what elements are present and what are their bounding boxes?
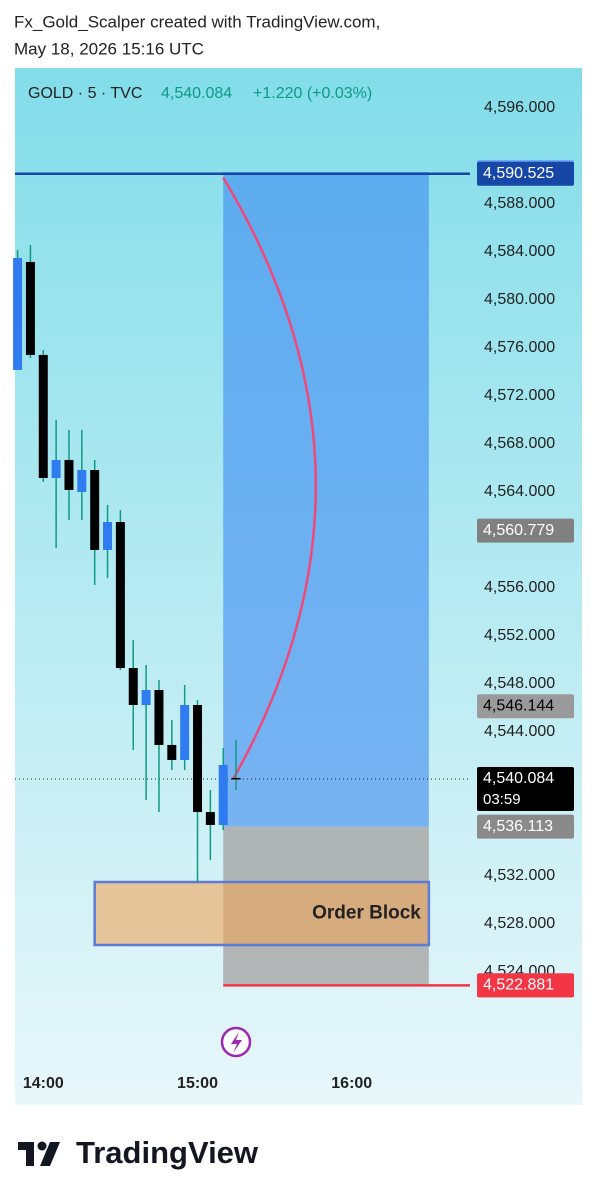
logo <box>18 1141 60 1166</box>
header-line: Fx_Gold_Scalper created with TradingView… <box>14 12 380 31</box>
x-tick-label: 16:00 <box>331 1075 372 1092</box>
y-tick-label: 4,556.000 <box>484 579 555 596</box>
arc-drawing <box>222 177 317 780</box>
candle-body <box>38 354 48 478</box>
candle-body <box>64 459 74 490</box>
candle-body <box>128 668 138 706</box>
price-label-box <box>477 814 574 839</box>
price-label: 4,560.779 <box>483 522 554 539</box>
brand: TradingView <box>76 1135 259 1170</box>
price-label: 4,536.113 <box>483 818 553 835</box>
y-tick-label: 4,568.000 <box>484 435 555 452</box>
candle-body <box>77 470 87 492</box>
y-tick-label: 4,596.000 <box>484 99 555 116</box>
last-price: 4,540.084 <box>161 85 232 102</box>
x-tick-label: 14:00 <box>23 1075 64 1092</box>
y-tick-label: 4,584.000 <box>484 243 555 260</box>
y-tick-label: 4,580.000 <box>484 291 555 308</box>
candle-body <box>13 257 23 370</box>
target-zone <box>223 172 429 827</box>
y-tick-label: 4,576.000 <box>484 339 555 356</box>
candle-body <box>103 521 113 550</box>
price-label-box <box>477 518 574 543</box>
event-bolt <box>231 1032 242 1053</box>
candle-body <box>141 690 151 706</box>
price-label: 4,540.084 <box>483 770 554 787</box>
candle-body <box>51 459 61 478</box>
header-line: May 18, 2026 15:16 UTC <box>14 39 204 58</box>
y-tick-label: 4,564.000 <box>484 483 555 500</box>
price-label-box <box>477 766 574 811</box>
price-label: 4,546.144 <box>483 697 554 714</box>
candle-body <box>231 777 241 780</box>
price-label: 4,522.881 <box>483 977 554 994</box>
y-tick-label: 4,588.000 <box>484 195 555 212</box>
y-tick-label: 4,572.000 <box>484 387 555 404</box>
change: +1.220 (+0.03%) <box>253 85 372 102</box>
x-tick-label: 15:00 <box>177 1075 218 1092</box>
order-block-label: Order Block <box>312 903 421 924</box>
price-label-box <box>477 694 574 719</box>
candle-body <box>154 690 164 745</box>
countdown: 03:59 <box>483 791 521 808</box>
candle-body <box>90 470 100 550</box>
y-tick-label: 4,552.000 <box>484 627 555 644</box>
price-label-box <box>477 161 574 186</box>
order-block <box>93 880 431 947</box>
y-tick-label: 4,528.000 <box>484 915 555 932</box>
candle-body <box>167 744 177 760</box>
y-tick-label: 4,544.000 <box>484 723 555 740</box>
candle-body <box>218 765 228 826</box>
candle-body <box>25 261 35 355</box>
candle-body <box>205 812 215 826</box>
y-tick-label: 4,548.000 <box>484 675 555 692</box>
candle-body <box>193 705 203 813</box>
y-tick-label: 4,532.000 <box>484 867 555 884</box>
price-label: 4,590.525 <box>483 165 554 182</box>
price-label-box <box>477 973 574 998</box>
symbol: GOLD · 5 · TVC <box>28 85 142 102</box>
candle-body <box>115 521 125 669</box>
candle-body <box>180 705 190 760</box>
